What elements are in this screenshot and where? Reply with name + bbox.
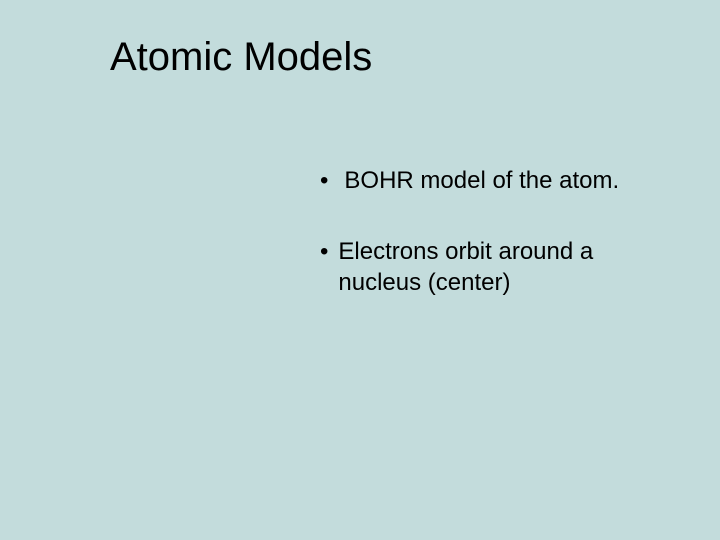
- list-item: • Electrons orbit around a nucleus (cent…: [320, 236, 660, 298]
- slide-container: Atomic Models • BOHR model of the atom. …: [0, 0, 720, 540]
- bullet-text: Electrons orbit around a nucleus (center…: [338, 236, 660, 298]
- slide-content: • BOHR model of the atom. • Electrons or…: [320, 165, 660, 299]
- bullet-marker: •: [320, 236, 328, 298]
- bullet-marker: •: [320, 165, 328, 196]
- bullet-text: BOHR model of the atom.: [338, 165, 660, 196]
- list-item: • BOHR model of the atom.: [320, 165, 660, 196]
- slide-title: Atomic Models: [110, 35, 670, 80]
